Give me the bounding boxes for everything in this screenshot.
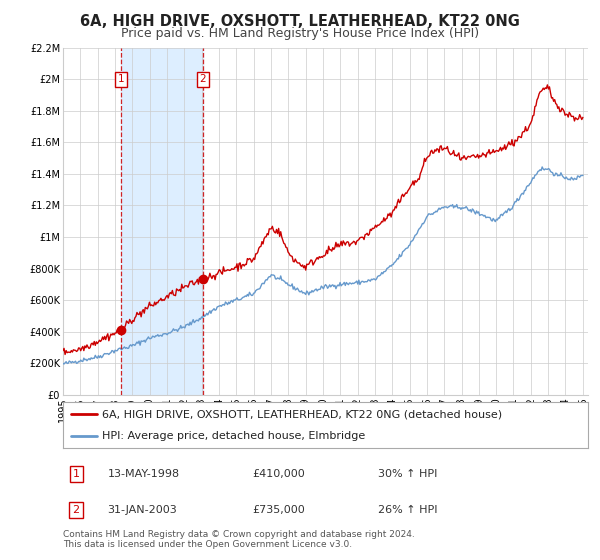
Text: 6A, HIGH DRIVE, OXSHOTT, LEATHERHEAD, KT22 0NG: 6A, HIGH DRIVE, OXSHOTT, LEATHERHEAD, KT…	[80, 14, 520, 29]
Text: £735,000: £735,000	[252, 505, 305, 515]
Text: 30% ↑ HPI: 30% ↑ HPI	[378, 469, 437, 479]
Bar	[121, 48, 203, 395]
Text: 31-JAN-2003: 31-JAN-2003	[107, 505, 178, 515]
Text: Contains HM Land Registry data © Crown copyright and database right 2024.: Contains HM Land Registry data © Crown c…	[63, 530, 415, 539]
Text: 13-MAY-1998: 13-MAY-1998	[107, 469, 180, 479]
Text: 26% ↑ HPI: 26% ↑ HPI	[378, 505, 437, 515]
Text: 1: 1	[73, 469, 80, 479]
Text: £410,000: £410,000	[252, 469, 305, 479]
Text: 2: 2	[200, 74, 206, 84]
Text: 6A, HIGH DRIVE, OXSHOTT, LEATHERHEAD, KT22 0NG (detached house): 6A, HIGH DRIVE, OXSHOTT, LEATHERHEAD, KT…	[103, 409, 503, 419]
Text: HPI: Average price, detached house, Elmbridge: HPI: Average price, detached house, Elmb…	[103, 431, 365, 441]
Text: 2: 2	[73, 505, 80, 515]
Text: Price paid vs. HM Land Registry's House Price Index (HPI): Price paid vs. HM Land Registry's House …	[121, 27, 479, 40]
Text: This data is licensed under the Open Government Licence v3.0.: This data is licensed under the Open Gov…	[63, 540, 352, 549]
Text: 1: 1	[118, 74, 125, 84]
